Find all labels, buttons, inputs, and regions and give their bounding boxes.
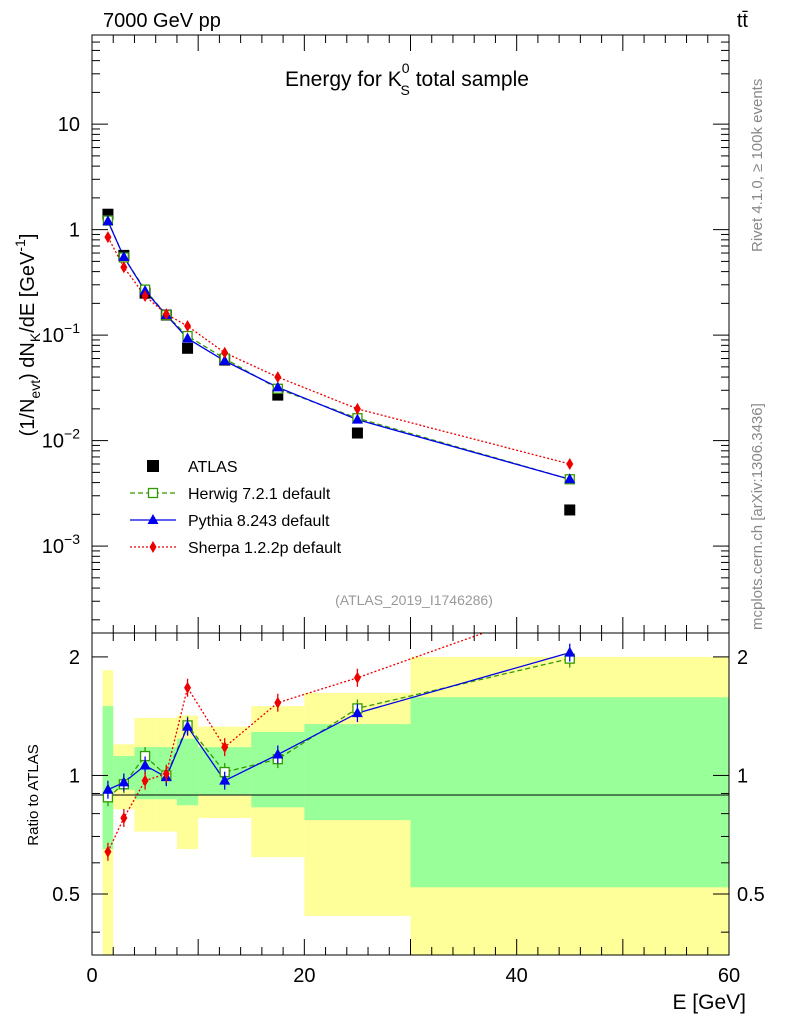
legend-label: Sherpa 1.2.2p default bbox=[188, 540, 342, 557]
main-pythia-point bbox=[219, 354, 231, 365]
ratio-sherpa-point bbox=[566, 596, 573, 608]
main-pythia-line bbox=[107, 221, 570, 480]
ratio-stat-uncertainty-band bbox=[304, 724, 411, 821]
main-sherpa-line bbox=[107, 236, 570, 465]
ratio-stat-uncertainty-band bbox=[410, 697, 729, 888]
main-atlas-point bbox=[272, 389, 284, 401]
ratio-sherpa-point bbox=[274, 696, 282, 709]
ratio-y-tick-label: 1 bbox=[69, 765, 80, 787]
ratio-sherpa-point bbox=[184, 681, 192, 694]
main-sherpa-point bbox=[221, 346, 229, 359]
x-tick-label: 0 bbox=[86, 965, 97, 987]
ratio-pythia-point bbox=[272, 748, 284, 759]
main-sherpa-point bbox=[566, 458, 574, 471]
legend-label: ATLAS bbox=[188, 459, 238, 476]
ratio-sherpa-point bbox=[120, 811, 128, 824]
main-pythia-point bbox=[102, 215, 114, 226]
ratio-sherpa-point bbox=[162, 767, 170, 780]
y-axis-label: (1/Nevt) dNK/dE [GeV-1] bbox=[12, 234, 43, 437]
main-pythia-point bbox=[182, 332, 194, 343]
ratio-y-axis-label: Ratio to ATLAS bbox=[25, 744, 42, 845]
x-axis-label: E [GeV] bbox=[672, 991, 746, 1014]
ratio-stat-uncertainty-band bbox=[176, 738, 199, 806]
main-pythia-point bbox=[272, 381, 284, 392]
main-sherpa-point bbox=[274, 371, 282, 384]
x-tick-label: 20 bbox=[293, 965, 315, 987]
x-tick-label: 40 bbox=[506, 965, 528, 987]
main-sherpa-point bbox=[141, 289, 149, 302]
ratio-plot-panel: 0.5 0.5 1 1 2 2 0 20 40 60 bbox=[52, 596, 765, 987]
ratio-sherpa-point bbox=[104, 845, 112, 858]
y-tick-label: 10 bbox=[58, 114, 80, 136]
main-atlas-point bbox=[182, 342, 194, 354]
ratio-pythia-point bbox=[564, 646, 576, 657]
main-sherpa-point bbox=[120, 261, 128, 274]
legend-label: Pythia 8.243 default bbox=[188, 513, 330, 530]
main-atlas-point bbox=[564, 504, 576, 516]
legend-marker bbox=[147, 487, 159, 499]
rivet-version-label: Rivet 4.1.0, ≥ 100k events bbox=[749, 79, 766, 252]
y-tick-label: 10−3 bbox=[42, 531, 80, 558]
ratio-pythia-point bbox=[118, 776, 130, 787]
y-tick-label: 10−2 bbox=[42, 426, 80, 453]
ratio-sherpa-point bbox=[353, 671, 361, 684]
ratio-y-tick-label: 2 bbox=[69, 647, 80, 669]
main-sherpa-point bbox=[104, 231, 112, 244]
main-pythia-point bbox=[564, 473, 576, 484]
main-sherpa-point bbox=[162, 308, 170, 321]
legend-item-sherpa: Sherpa 1.2.2p default bbox=[130, 540, 342, 557]
main-atlas-point bbox=[102, 208, 114, 220]
main-atlas-point bbox=[351, 427, 363, 439]
ratio-y-tick-label-right: 1 bbox=[737, 765, 748, 787]
ratio-sherpa-point bbox=[141, 774, 149, 787]
main-pythia-point bbox=[118, 251, 130, 262]
x-tick-label: 60 bbox=[718, 965, 740, 987]
ratio-pythia-point bbox=[139, 759, 151, 770]
ratio-stat-uncertainty-band bbox=[251, 731, 305, 808]
y-tick-label: 10−1 bbox=[42, 320, 80, 347]
ratio-pythia-point bbox=[102, 783, 114, 794]
collision-energy-label: 7000 GeV pp bbox=[103, 10, 221, 32]
ratio-pythia-point bbox=[219, 774, 231, 785]
main-sherpa-point bbox=[184, 320, 192, 333]
analysis-id-label: (ATLAS_2019_I1746286) bbox=[335, 592, 493, 608]
legend-marker bbox=[147, 460, 159, 472]
ratio-pythia-point bbox=[182, 720, 194, 731]
main-sherpa-point bbox=[353, 402, 361, 415]
y-tick-label: 1 bbox=[69, 220, 80, 242]
ratio-sherpa-point bbox=[221, 741, 229, 754]
ratio-y-tick-label-right: 2 bbox=[737, 647, 748, 669]
process-label: tt̄ bbox=[737, 10, 749, 32]
legend-item-atlas: ATLAS bbox=[147, 459, 238, 476]
legend-item-pythia: Pythia 8.243 default bbox=[130, 513, 330, 530]
legend-label: Herwig 7.2.1 default bbox=[188, 486, 331, 503]
legend-marker bbox=[147, 514, 159, 524]
ratio-y-tick-label-right: 0.5 bbox=[737, 884, 765, 906]
main-pythia-point bbox=[351, 413, 363, 424]
chart-title: Energy for K0 S total sample bbox=[285, 60, 529, 98]
legend: ATLAS Herwig 7.2.1 default Pythia 8.243 de… bbox=[130, 459, 342, 557]
ratio-y-tick-label: 0.5 bbox=[52, 884, 80, 906]
legend-item-herwig: Herwig 7.2.1 default bbox=[130, 486, 331, 503]
main-plot-panel: 10 1 10−1 10−2 10−3 bbox=[42, 34, 730, 634]
ratio-pythia-point bbox=[351, 707, 363, 718]
mcplots-label: mcplots.cern.ch [arXiv:1306.3436] bbox=[749, 403, 766, 630]
ratio-stat-uncertainty-band bbox=[102, 706, 114, 850]
main-herwig-line bbox=[107, 220, 570, 480]
ratio-stat-uncertainty-band bbox=[113, 756, 135, 790]
legend-marker bbox=[149, 541, 157, 553]
